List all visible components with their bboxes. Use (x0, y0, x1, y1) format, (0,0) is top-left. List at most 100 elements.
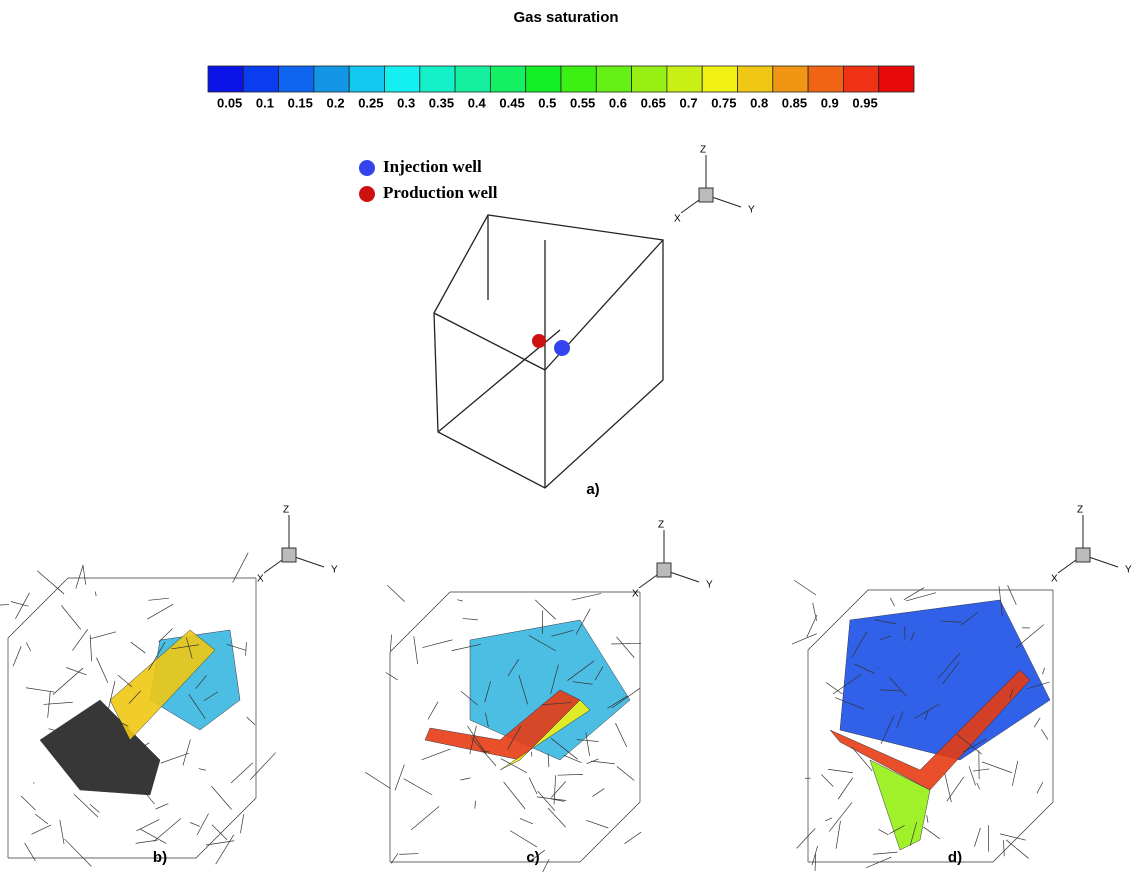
triad-label: X (1051, 574, 1058, 585)
mesh-edge (365, 772, 390, 788)
mesh-edge (904, 588, 924, 600)
colorbar-tick-label: 0.5 (538, 95, 556, 110)
mesh-edge (1006, 840, 1029, 859)
mesh-edge (60, 820, 64, 844)
colorbar-tick-label: 0.25 (358, 95, 383, 110)
color-swatch (526, 66, 561, 92)
mesh-edge (90, 632, 116, 639)
colorbar-tick-label: 0.35 (429, 95, 454, 110)
mesh-edge (1042, 668, 1044, 675)
mesh-edge (543, 859, 549, 872)
mesh-edge (26, 688, 54, 692)
mesh-edge (26, 642, 31, 651)
triad-label: Y (706, 580, 713, 591)
color-swatch (349, 66, 384, 92)
mesh-edge (520, 818, 533, 823)
triad-label: Y (1125, 565, 1132, 576)
color-swatch (490, 66, 525, 92)
color-swatch (385, 66, 420, 92)
colorbar-tick-label: 0.15 (288, 95, 313, 110)
mesh-edge (140, 829, 166, 843)
mesh-edge (37, 571, 64, 594)
mesh-edge (422, 640, 452, 648)
mesh-edge (11, 602, 28, 607)
mesh-edge (154, 818, 181, 841)
mesh-edge (1037, 782, 1043, 793)
mesh-edge (890, 598, 894, 606)
mesh-edge (945, 774, 952, 802)
mesh-edge (591, 761, 615, 764)
triad-label: Z (658, 520, 664, 531)
mesh-edge (821, 775, 833, 787)
mesh-edge (95, 592, 96, 597)
mesh-edge (879, 829, 889, 834)
mesh-edge (792, 634, 817, 644)
mesh-edge (815, 854, 816, 871)
mesh-edge (161, 753, 189, 763)
colorbar-tick-label: 0.45 (499, 95, 524, 110)
mesh-edge (873, 852, 898, 854)
mesh-edge (395, 765, 404, 791)
colorbar-tick-label: 0.4 (468, 95, 487, 110)
legend-label: Injection well (383, 157, 482, 176)
mesh-edge (551, 781, 565, 797)
colorbar-tick-label: 0.75 (711, 95, 736, 110)
mesh-box (365, 585, 641, 872)
color-swatch (773, 66, 808, 92)
panel-label: c) (526, 849, 539, 866)
color-swatch (843, 66, 878, 92)
mesh-edge (212, 825, 227, 840)
mesh-edge (61, 605, 80, 629)
mesh-edge (558, 774, 583, 775)
color-swatch (561, 66, 596, 92)
color-swatch (314, 66, 349, 92)
mesh-box (792, 580, 1053, 871)
panel-label: b) (153, 849, 167, 866)
mesh-edge (390, 635, 391, 652)
triad-label: X (674, 214, 681, 225)
mesh-edge (414, 636, 418, 664)
colorbar-tick-label: 0.6 (609, 95, 627, 110)
mesh-edge (974, 828, 980, 847)
mesh-edge (982, 762, 1012, 773)
colorbar-tick-label: 0.1 (256, 95, 274, 110)
mesh-edge (131, 642, 146, 653)
mesh-edge (977, 783, 980, 789)
mesh-edge (196, 798, 256, 858)
mesh-edge (836, 821, 840, 849)
mesh-edge (404, 779, 432, 795)
color-swatch (738, 66, 773, 92)
mesh-edge (529, 777, 537, 794)
mesh-edge (617, 766, 634, 780)
mesh-edge (586, 820, 608, 828)
mesh-panels (0, 553, 1053, 872)
mesh-edge (1003, 840, 1004, 856)
mesh-edge (548, 753, 549, 767)
mesh-edge (90, 804, 100, 812)
triad-label: X (632, 589, 639, 600)
triad-label: Z (1077, 505, 1083, 516)
color-swatch (420, 66, 455, 92)
mesh-edge (83, 565, 86, 585)
mesh-edge (828, 769, 853, 773)
mesh-edge (993, 802, 1053, 862)
mesh-edge (246, 642, 247, 656)
mesh-edge (1012, 761, 1017, 786)
mesh-edge (794, 580, 816, 595)
mesh-edge (231, 763, 253, 783)
mesh-edge (183, 740, 190, 766)
mesh-edge (148, 598, 169, 600)
colorbar-tick-label: 0.85 (782, 95, 807, 110)
legend-marker (359, 160, 375, 176)
mesh-edge (813, 603, 817, 621)
mesh-edge (510, 831, 537, 847)
mesh-edge (0, 605, 9, 606)
mesh-edge (35, 814, 48, 824)
mesh-edge (1034, 718, 1040, 728)
colorbar-tick-label: 0.95 (852, 95, 877, 110)
mesh-edge (399, 854, 418, 855)
domain-box (434, 215, 663, 488)
